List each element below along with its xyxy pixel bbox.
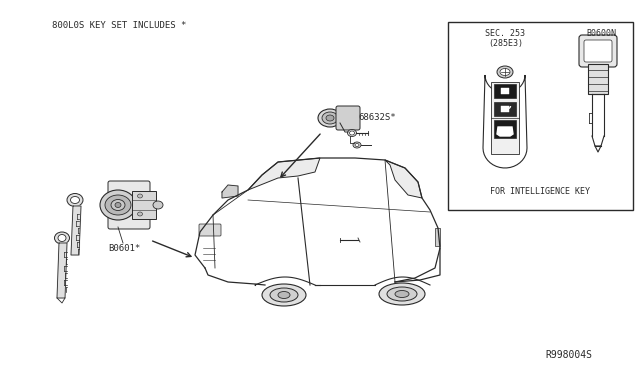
Polygon shape <box>385 160 422 198</box>
Ellipse shape <box>270 288 298 302</box>
Bar <box>501 88 509 94</box>
Ellipse shape <box>379 283 425 305</box>
Polygon shape <box>248 158 320 190</box>
Polygon shape <box>483 75 527 168</box>
Ellipse shape <box>387 287 417 301</box>
Text: SEC. 253: SEC. 253 <box>485 29 525 38</box>
Ellipse shape <box>348 129 356 137</box>
Ellipse shape <box>497 66 513 78</box>
Ellipse shape <box>395 291 409 298</box>
Ellipse shape <box>322 112 338 124</box>
Bar <box>448 22 633 210</box>
Bar <box>491 82 519 154</box>
Polygon shape <box>71 206 81 255</box>
Ellipse shape <box>278 292 290 298</box>
Text: (285E3): (285E3) <box>488 39 523 48</box>
Text: R998004S: R998004S <box>545 350 592 360</box>
Text: B0601*: B0601* <box>108 244 140 253</box>
FancyBboxPatch shape <box>579 35 617 67</box>
Ellipse shape <box>326 115 334 121</box>
Polygon shape <box>497 127 513 136</box>
Ellipse shape <box>100 190 136 220</box>
FancyBboxPatch shape <box>108 181 150 229</box>
Ellipse shape <box>349 131 355 135</box>
Bar <box>588 64 608 94</box>
Ellipse shape <box>318 109 342 127</box>
Text: 800L0S KEY SET INCLUDES *: 800L0S KEY SET INCLUDES * <box>52 21 186 30</box>
Ellipse shape <box>105 195 131 215</box>
Ellipse shape <box>138 212 143 216</box>
FancyBboxPatch shape <box>584 40 612 62</box>
Ellipse shape <box>58 234 66 241</box>
Ellipse shape <box>262 284 306 306</box>
Ellipse shape <box>355 144 359 147</box>
Text: FOR INTELLIGENCE KEY: FOR INTELLIGENCE KEY <box>490 187 591 196</box>
FancyBboxPatch shape <box>199 224 221 236</box>
Bar <box>132 191 156 219</box>
Polygon shape <box>222 185 238 198</box>
Ellipse shape <box>353 142 361 148</box>
Ellipse shape <box>111 199 125 211</box>
Bar <box>494 84 516 98</box>
Bar <box>494 102 516 116</box>
Ellipse shape <box>138 194 143 198</box>
Ellipse shape <box>115 202 121 208</box>
Ellipse shape <box>500 68 510 76</box>
Polygon shape <box>57 243 67 298</box>
Text: B0600N: B0600N <box>586 29 616 38</box>
Bar <box>501 106 509 112</box>
Text: 68632S*: 68632S* <box>358 113 396 122</box>
Bar <box>494 120 516 138</box>
Ellipse shape <box>70 196 79 203</box>
Ellipse shape <box>54 232 70 244</box>
Ellipse shape <box>153 201 163 209</box>
Bar <box>435 228 440 246</box>
FancyBboxPatch shape <box>336 106 360 130</box>
Ellipse shape <box>67 193 83 206</box>
